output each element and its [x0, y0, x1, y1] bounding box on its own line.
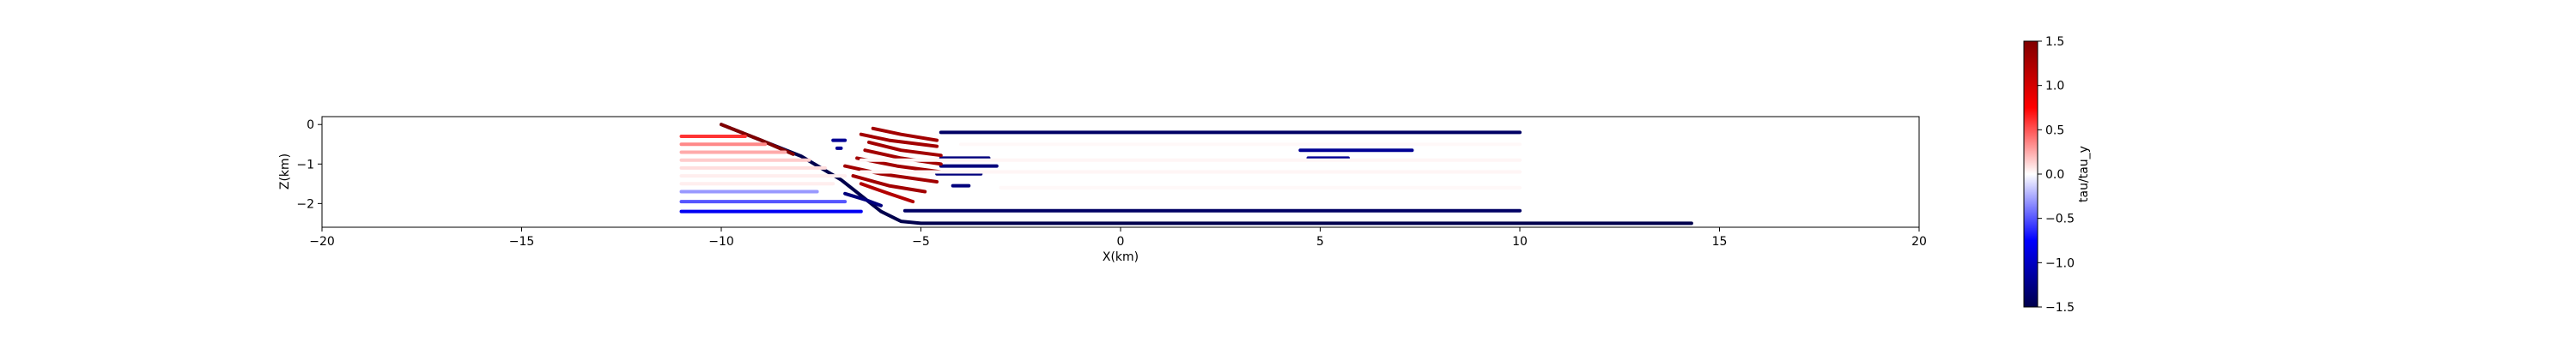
x-tick-label-4: 0 — [1117, 235, 1125, 249]
x-tick-label-6: 10 — [1512, 235, 1528, 249]
data-line-19 — [859, 182, 915, 204]
data-line-13 — [859, 132, 939, 148]
data-line-0 — [720, 123, 1693, 226]
y-tick-label-0: 0 — [307, 118, 314, 132]
y-tick-label-2: −2 — [296, 197, 314, 211]
data-line-1 — [720, 123, 795, 156]
data-line-14 — [867, 140, 943, 158]
x-tick-label-2: −10 — [708, 235, 734, 249]
x-tick-label-3: −5 — [912, 235, 930, 249]
colorbar: 1.5 1.0 0.5 0.0 −0.5 −1.0 −1.5 tau/tau_y — [2023, 35, 2091, 315]
data-layer — [679, 123, 1693, 226]
x-tick-label-1: −15 — [509, 235, 535, 249]
colorbar-gradient — [2023, 40, 2038, 308]
colorbar-tick-label-4: −0.5 — [2045, 213, 2075, 226]
colorbar-tick-label-6: −1.5 — [2045, 301, 2075, 315]
colorbar-tick-label-1: 1.0 — [2045, 80, 2064, 93]
y-axis-label: Z(km) — [278, 153, 292, 190]
data-line-20 — [843, 191, 883, 208]
x-tick-label-0: −20 — [309, 235, 335, 249]
plot-area: −20 −15 −10 −5 0 5 10 15 20 0 −1 −2 X(km) Z(km) — [278, 116, 1927, 264]
x-tick-label-5: 5 — [1316, 235, 1324, 249]
x-tick-label-8: 20 — [1911, 235, 1927, 249]
x-axis: −20 −15 −10 −5 0 5 10 15 20 — [309, 227, 1927, 249]
data-line-17 — [843, 164, 939, 184]
x-axis-label: X(km) — [1103, 250, 1139, 264]
x-tick-label-7: 15 — [1712, 235, 1728, 249]
colorbar-tick-label-2: 0.5 — [2045, 123, 2064, 137]
y-tick-label-1: −1 — [296, 158, 314, 172]
data-line-18 — [851, 174, 927, 194]
colorbar-tick-label-3: 0.0 — [2045, 168, 2064, 182]
colorbar-ticks: 1.5 1.0 0.5 0.0 −0.5 −1.0 −1.5 — [2038, 35, 2075, 315]
colorbar-tick-label-5: −1.0 — [2045, 256, 2075, 270]
y-axis: 0 −1 −2 — [296, 118, 322, 211]
data-line-12 — [871, 126, 939, 142]
colorbar-tick-label-0: 1.5 — [2045, 35, 2064, 49]
colorbar-label: tau/tau_y — [2077, 146, 2091, 202]
data-line-15 — [863, 148, 943, 166]
